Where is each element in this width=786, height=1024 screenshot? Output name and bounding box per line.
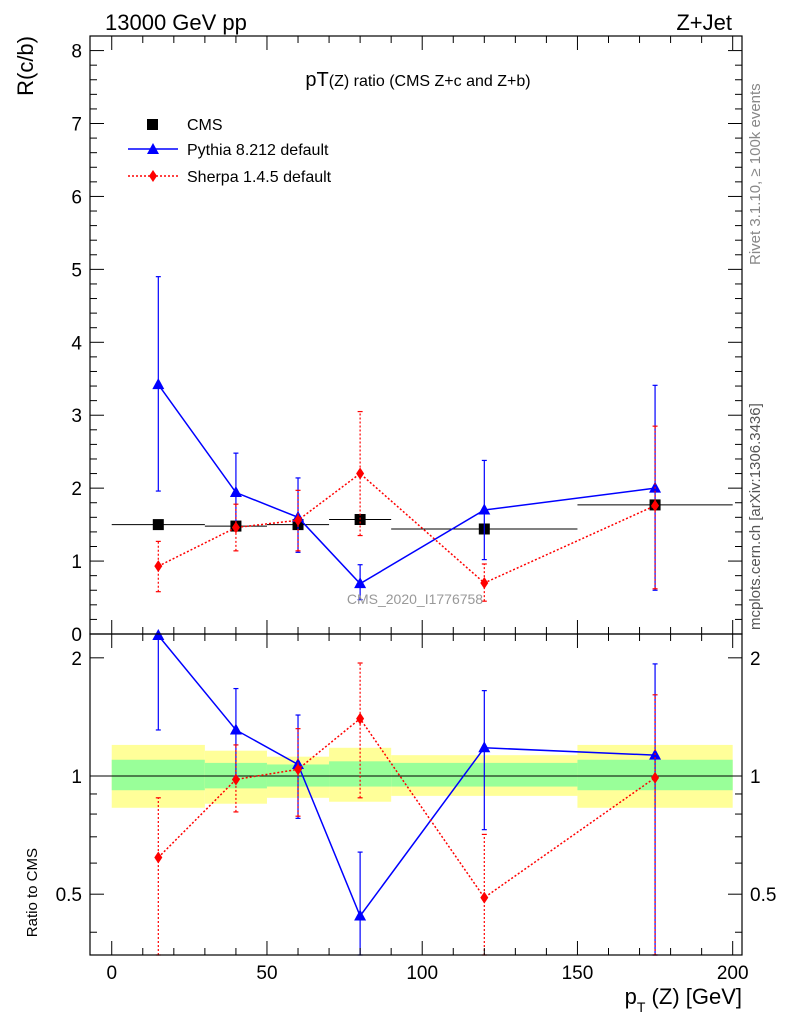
top-y-tick-label: 5 bbox=[71, 260, 82, 281]
bottom-plot-frame bbox=[89, 633, 743, 956]
bottom-pythia-point bbox=[354, 909, 367, 921]
top-panel-axes: 0 1 2 3 4 5 6 7 8 bbox=[71, 35, 743, 646]
top-plot-title: pT(Z) ratio (CMS Z+c and Z+b) bbox=[305, 69, 530, 91]
top-y-tick-label: 6 bbox=[71, 187, 82, 208]
top-y-tick-label: 4 bbox=[71, 333, 82, 354]
top-pythia-point bbox=[229, 486, 242, 498]
x-tick-label: 150 bbox=[562, 963, 594, 984]
top-y-tick-label: 1 bbox=[71, 552, 82, 573]
x-tick-label: 0 bbox=[106, 963, 117, 984]
bottom-pythia-point bbox=[478, 741, 491, 753]
legend-cms-marker bbox=[147, 119, 158, 130]
top-panel-series bbox=[111, 276, 733, 602]
bottom-y-tick-label-right: 0.5 bbox=[750, 885, 776, 906]
bottom-y-axis-label: Ratio to CMS bbox=[24, 848, 41, 937]
title-rest: ratio (CMS Z+c and Z+b) bbox=[349, 73, 530, 90]
title-sub: (Z) bbox=[329, 73, 349, 90]
top-sherpa-point bbox=[480, 576, 489, 589]
top-pythia-point bbox=[478, 503, 491, 515]
legend-sherpa-label: Sherpa 1.4.5 default bbox=[187, 169, 332, 186]
bottom-y-tick-label-left: 1 bbox=[71, 767, 82, 788]
legend-pythia-marker bbox=[147, 143, 159, 154]
top-sherpa-point bbox=[651, 499, 660, 512]
uncertainty-band-inner bbox=[111, 759, 205, 791]
bottom-sherpa-line bbox=[157, 717, 656, 899]
bottom-sherpa-point bbox=[480, 891, 489, 904]
x-axis-label: pT (Z) [GeV] bbox=[625, 984, 742, 1015]
bottom-pythia-point bbox=[229, 723, 242, 735]
top-sherpa-point bbox=[356, 467, 365, 480]
top-y-tick-label: 0 bbox=[71, 625, 82, 646]
top-pythia-point bbox=[354, 577, 367, 589]
legend-cms-label: CMS bbox=[187, 117, 223, 134]
x-tick-label: 100 bbox=[406, 963, 438, 984]
top-sherpa-point bbox=[294, 514, 303, 527]
top-y-tick-label: 8 bbox=[71, 42, 82, 63]
top-y-tick-label: 7 bbox=[71, 115, 82, 136]
top-y-axis-label: R(c/b) bbox=[13, 36, 38, 96]
legend: CMS Pythia 8.212 default Sherpa 1.4.5 de… bbox=[128, 117, 332, 186]
bottom-y-tick-label-left: 0.5 bbox=[56, 885, 82, 906]
bottom-pythia-line bbox=[157, 635, 656, 918]
top-y-tick-label: 3 bbox=[71, 406, 82, 427]
top-sherpa-line bbox=[157, 472, 656, 584]
bottom-sherpa-point bbox=[294, 763, 303, 776]
bottom-sherpa-point bbox=[651, 771, 660, 784]
x-axis-label-sub: T bbox=[637, 999, 646, 1015]
legend-sherpa-marker bbox=[149, 170, 157, 182]
bottom-y-tick-label-right: 2 bbox=[750, 649, 761, 670]
x-tick-label: 50 bbox=[256, 963, 277, 984]
bottom-y-tick-label-left: 2 bbox=[71, 649, 82, 670]
legend-pythia-label: Pythia 8.212 default bbox=[187, 142, 329, 159]
top-pythia-point bbox=[152, 378, 165, 390]
top-sherpa-point bbox=[231, 521, 240, 534]
top-data-point bbox=[152, 519, 164, 531]
title-main: pT bbox=[305, 69, 328, 91]
bottom-panel-axes: 0.5 0.5 1 1 2 2 0 50 100 150 200 bbox=[56, 633, 776, 984]
energy-label: 13000 GeV pp bbox=[105, 10, 247, 35]
process-label: Z+Jet bbox=[676, 10, 732, 35]
bottom-sherpa-point bbox=[356, 712, 365, 725]
top-sherpa-point bbox=[154, 560, 163, 573]
bottom-panel-series bbox=[152, 628, 662, 956]
bottom-sherpa-point bbox=[231, 773, 240, 786]
watermark-label: CMS_2020_I1776758 bbox=[347, 591, 483, 607]
x-axis-label-rest: (Z) [GeV] bbox=[645, 984, 742, 1009]
rivet-label: Rivet 3.1.10, ≥ 100k events bbox=[747, 83, 764, 265]
bottom-y-tick-label-right: 1 bbox=[750, 767, 761, 788]
bottom-sherpa-point bbox=[154, 851, 163, 864]
top-pythia-line bbox=[157, 384, 656, 585]
top-y-tick-label: 2 bbox=[71, 479, 82, 500]
x-tick-label: 200 bbox=[717, 963, 749, 984]
mcplots-label: mcplots.cern.ch [arXiv:1306.3436] bbox=[747, 403, 764, 630]
x-axis-label-main: p bbox=[625, 984, 637, 1009]
